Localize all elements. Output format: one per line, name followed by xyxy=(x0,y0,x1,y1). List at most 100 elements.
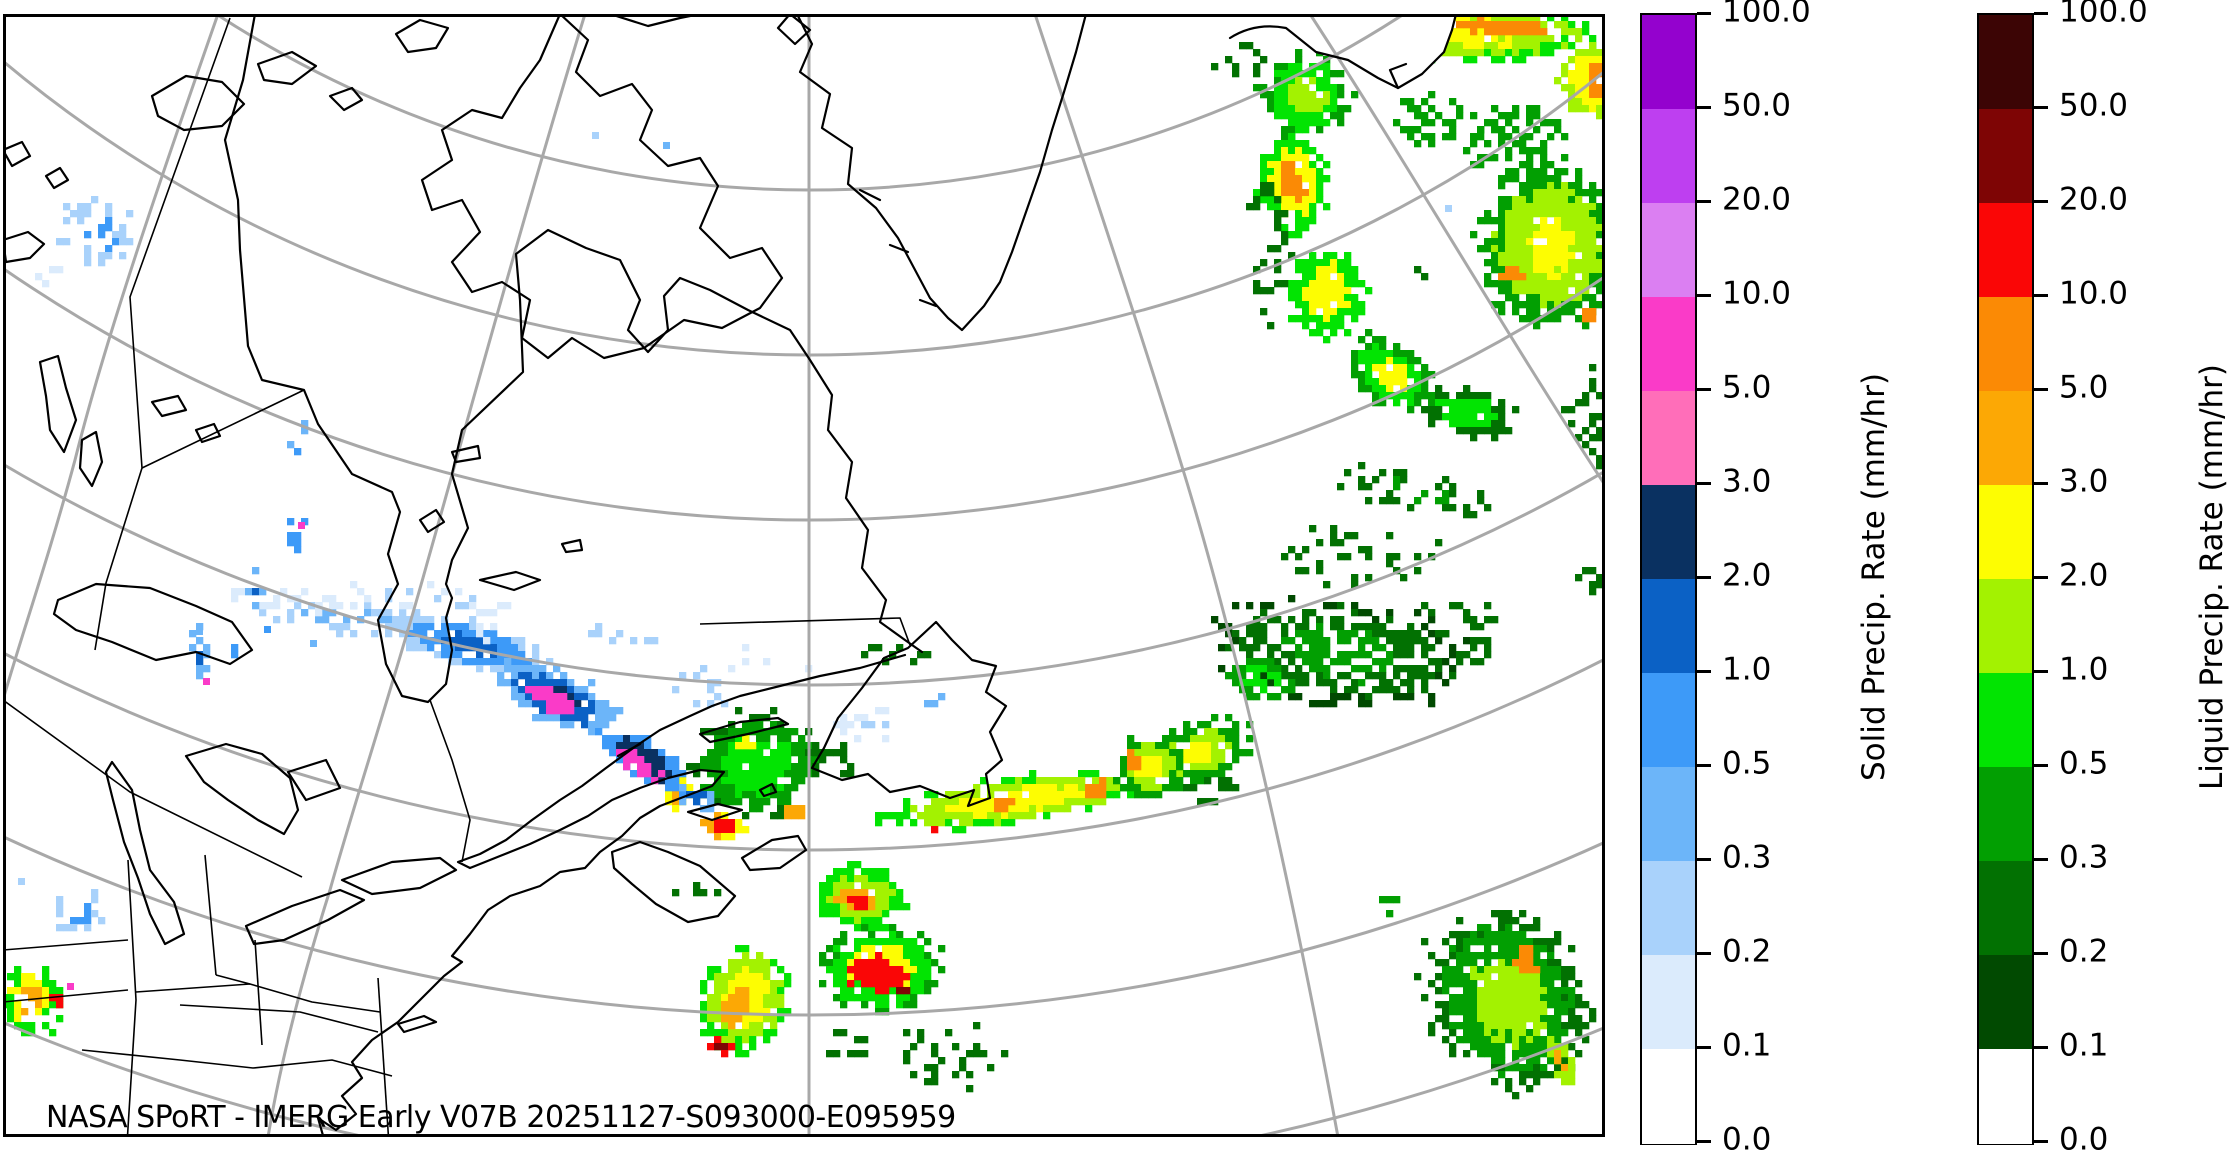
precip-pixel xyxy=(77,917,85,925)
precip-pixel xyxy=(1554,175,1562,183)
precip-pixel xyxy=(1407,371,1415,379)
precip-pixel xyxy=(756,770,764,778)
precip-pixel xyxy=(427,623,435,631)
precip-pixel xyxy=(1036,791,1044,799)
precip-pixel xyxy=(763,777,771,785)
political-border xyxy=(141,389,305,469)
precip-pixel xyxy=(840,987,848,995)
precip-pixel xyxy=(1547,119,1555,127)
precip-pixel xyxy=(1470,133,1478,141)
precip-pixel xyxy=(1008,798,1016,806)
precip-pixel xyxy=(581,714,589,722)
precip-pixel xyxy=(1302,609,1310,617)
precip-pixel xyxy=(1358,462,1366,470)
precip-pixel xyxy=(1498,210,1506,218)
precip-pixel xyxy=(119,231,127,239)
precip-pixel xyxy=(721,728,729,736)
precip-pixel xyxy=(938,812,946,820)
precip-pixel xyxy=(1337,553,1345,561)
precip-pixel xyxy=(1253,84,1261,92)
precip-pixel xyxy=(105,224,113,232)
precip-pixel xyxy=(1267,322,1275,330)
precip-pixel xyxy=(1435,413,1443,421)
precip-pixel-speck xyxy=(18,878,25,885)
precip-pixel xyxy=(1463,980,1471,988)
precip-pixel xyxy=(1561,1071,1569,1079)
precip-pixel xyxy=(1281,126,1289,134)
precip-pixel xyxy=(1064,784,1072,792)
precip-pixel xyxy=(700,1001,708,1009)
liquid-tick-mark xyxy=(2034,199,2048,203)
precip-pixel xyxy=(84,259,92,267)
precip-pixel xyxy=(854,980,862,988)
precip-pixel xyxy=(1484,420,1492,428)
precip-pixel xyxy=(616,742,624,750)
precip-pixel xyxy=(1421,406,1429,414)
precip-pixel xyxy=(1589,210,1597,218)
precip-pixel xyxy=(1456,399,1464,407)
precip-pixel xyxy=(1155,770,1163,778)
precip-pixel xyxy=(763,980,771,988)
precip-pixel xyxy=(322,616,330,624)
precip-pixel xyxy=(84,903,92,911)
precip-pixel xyxy=(1421,938,1429,946)
precip-pixel xyxy=(672,686,680,694)
precip-pixel xyxy=(1498,42,1506,50)
precip-pixel xyxy=(637,770,645,778)
precip-pixel xyxy=(1246,630,1254,638)
precip-pixel xyxy=(1456,602,1464,610)
precip-pixel xyxy=(1379,350,1387,358)
precip-pixel xyxy=(1533,49,1541,57)
precip-pixel xyxy=(910,805,918,813)
liquid-tick-label: 0.5 xyxy=(2059,745,2109,782)
precip-pixel xyxy=(1358,378,1366,386)
precip-pixel xyxy=(910,945,918,953)
precip-pixel xyxy=(700,987,708,995)
precip-pixel xyxy=(1435,973,1443,981)
precip-pixel xyxy=(1561,133,1569,141)
precip-pixel xyxy=(1281,161,1289,169)
precip-pixel xyxy=(469,616,477,624)
precip-pixel xyxy=(875,889,883,897)
precip-pixel xyxy=(1463,1029,1471,1037)
precip-pixel xyxy=(875,644,883,652)
coastline xyxy=(810,620,1008,808)
precip-pixel xyxy=(196,651,204,659)
precip-blob xyxy=(847,952,911,995)
precip-pixel xyxy=(1295,693,1303,701)
precip-pixel xyxy=(469,630,477,638)
precip-pixel xyxy=(847,1050,855,1058)
precip-pixel xyxy=(973,791,981,799)
precip-pixel xyxy=(1309,259,1317,267)
precip-pixel xyxy=(1295,630,1303,638)
political-border xyxy=(135,983,381,1013)
precip-pixel xyxy=(476,609,484,617)
precip-pixel xyxy=(497,672,505,680)
precip-pixel xyxy=(1526,42,1534,50)
precip-pixel xyxy=(1120,784,1128,792)
precip-pixel xyxy=(623,763,631,771)
precip-pixel xyxy=(630,637,638,645)
precip-pixel xyxy=(273,595,281,603)
precip-pixel xyxy=(1512,231,1520,239)
precip-pixel xyxy=(1540,168,1548,176)
precip-pixel xyxy=(1568,1057,1576,1065)
precip-pixel xyxy=(1260,602,1268,610)
precip-pixel xyxy=(1512,273,1520,281)
coastline xyxy=(1388,62,1408,90)
precip-pixel xyxy=(833,896,841,904)
precip-pixel xyxy=(728,1036,736,1044)
precip-pixel xyxy=(1295,231,1303,239)
precip-pixel xyxy=(889,952,897,960)
precip-pixel xyxy=(189,630,197,638)
precip-pixel xyxy=(812,749,820,757)
precip-pixel xyxy=(1533,14,1541,22)
precip-pixel xyxy=(1323,315,1331,323)
precip-pixel xyxy=(875,994,883,1002)
precip-pixel xyxy=(1197,756,1205,764)
precip-pixel xyxy=(1540,175,1548,183)
precip-pixel xyxy=(1302,105,1310,113)
precip-pixel xyxy=(1379,399,1387,407)
precip-pixel xyxy=(910,994,918,1002)
precip-pixel xyxy=(931,959,939,967)
